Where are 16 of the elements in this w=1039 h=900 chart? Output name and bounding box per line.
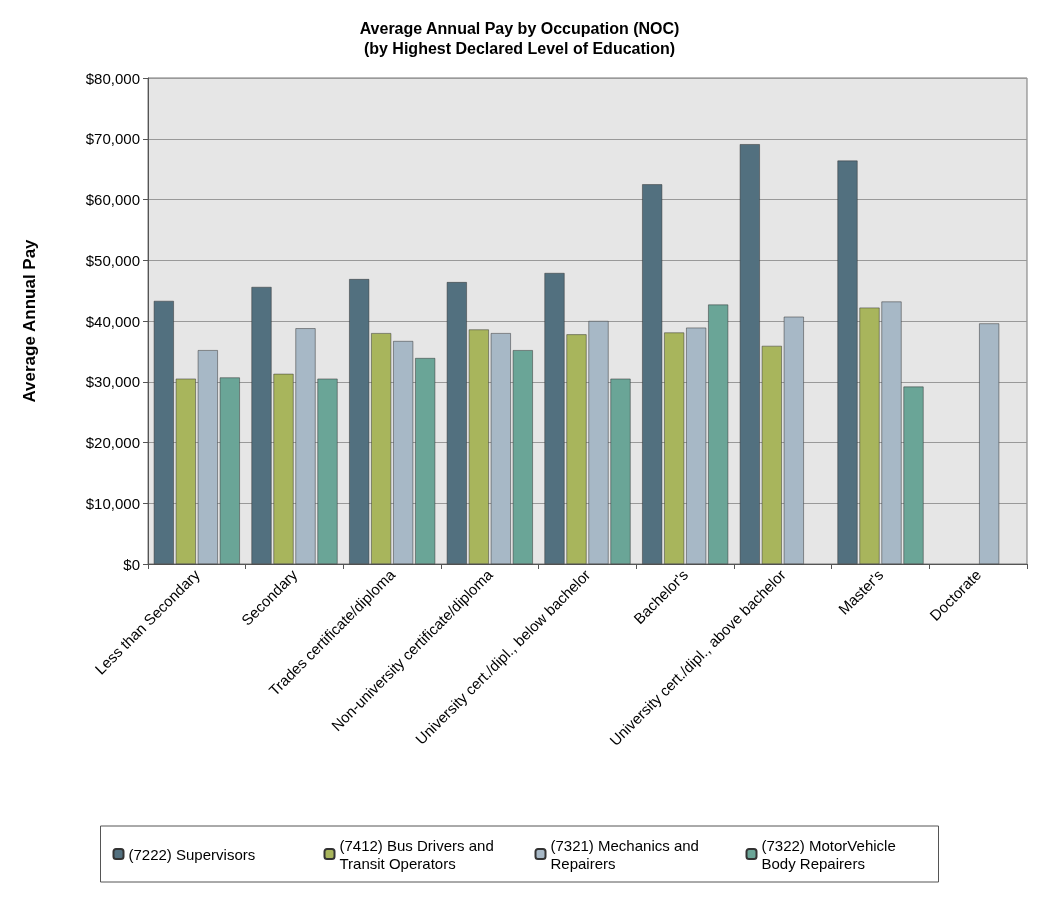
y-tick-label: $30,000 (85, 373, 140, 391)
y-axis-title: Average Annual Pay (20, 238, 39, 403)
chart-title: Average Annual Pay by Occupation (NOC) (by Highest Declared Level of Education) (359, 19, 680, 57)
y-tick-label: $50,000 (85, 251, 140, 269)
y-tick-label: $40,000 (85, 312, 140, 330)
y-tick-label: $0 (123, 555, 140, 573)
legend-label: (7322) MotorVehicle Body Repairers (761, 836, 900, 872)
legend-label: (7321) Mechanics and Repairers (550, 836, 704, 872)
y-tick-label: $20,000 (85, 434, 140, 451)
y-tick-label: $60,000 (85, 191, 140, 208)
bar (979, 323, 1000, 564)
y-tick-label: $80,000 (85, 69, 140, 87)
y-tick-label: $10,000 (85, 494, 140, 512)
legend-label: (7222) Supervisors (128, 845, 256, 863)
legend-label: (7412) Bus Drivers and Transit Operators (339, 836, 498, 872)
y-tick-label: $70,000 (85, 130, 140, 148)
